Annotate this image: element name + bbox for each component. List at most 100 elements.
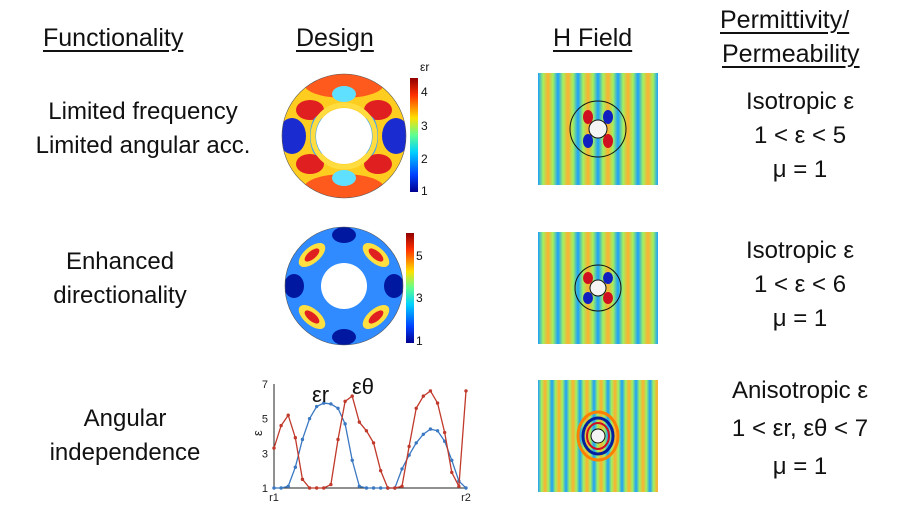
chart-point <box>329 482 333 487</box>
row3-permeability: μ = 1 <box>772 453 828 480</box>
row2-colorbar-tick: 1 <box>416 334 423 348</box>
header-permittivity-line1: Permittivity/ <box>720 6 850 34</box>
row2-functionality-line1: Enhanced <box>65 248 175 275</box>
chart-point <box>442 430 447 435</box>
row3-permittivity: Anisotropic ε 1 < εr, εθ < 7 μ = 1 <box>700 372 900 486</box>
row1-design-ring <box>280 70 450 200</box>
chart-point <box>464 389 468 393</box>
chart-point <box>272 446 276 450</box>
chart-annotation-eps-theta: εθ <box>352 374 374 399</box>
chart-y-axis-label: ε <box>250 430 265 436</box>
row3-permittivity-type: Anisotropic ε <box>731 377 869 404</box>
row2-colorbar-tick: 3 <box>416 291 423 305</box>
header-h-field: H Field <box>553 24 633 52</box>
row1-colorbar-tick: 3 <box>421 119 428 133</box>
chart-y-tick-label: 5 <box>262 414 268 426</box>
chart-x-tick-label: r1 <box>269 492 279 504</box>
row3-permittivity-range: 1 < εr, εθ < 7 <box>731 415 869 442</box>
row2-colorbar-tick: 5 <box>416 249 423 263</box>
chart-point <box>428 427 433 431</box>
chart-point <box>378 468 383 473</box>
chart-point <box>428 389 433 393</box>
chart-point <box>350 394 354 398</box>
row1-permeability: μ = 1 <box>772 156 828 183</box>
row2-functionality: Enhanced directionality <box>5 245 235 313</box>
row2-design-ring <box>280 225 450 350</box>
chart-point <box>314 404 319 409</box>
chart-point <box>322 401 326 405</box>
chart-point <box>457 484 461 488</box>
chart-y-tick-label: 1 <box>262 483 268 495</box>
header-permittivity-line2: Permeability <box>722 40 860 68</box>
chart-point <box>414 441 418 445</box>
chart-point <box>450 470 454 475</box>
chart-point <box>300 437 305 442</box>
chart-point <box>393 486 397 490</box>
chart-x-tick-label: r2 <box>461 492 471 504</box>
chart-series-line-1 <box>273 389 467 489</box>
chart-y-tick-label: 7 <box>262 379 268 391</box>
chart-point <box>279 486 283 490</box>
chart-point <box>357 420 362 424</box>
row1-colorbar-tick: 4 <box>421 85 428 99</box>
row1-h-field <box>538 73 658 185</box>
chart-point <box>435 429 440 433</box>
chart-point <box>400 484 404 488</box>
chart-point <box>336 406 340 410</box>
chart-point <box>329 402 333 406</box>
chart-point <box>293 436 298 440</box>
row2-permittivity: Isotropic ε 1 < ε < 6 μ = 1 <box>700 234 900 336</box>
row3-h-field <box>538 380 658 492</box>
chart-point <box>371 486 376 490</box>
row3-functionality-line2: independence <box>49 439 201 466</box>
row1-permittivity-type: Isotropic ε <box>745 88 855 115</box>
chart-point <box>386 486 390 490</box>
row1-functionality-line1: Limited frequency <box>48 98 238 125</box>
row3-functionality-line1: Angular <box>83 405 167 432</box>
header-functionality: Functionality <box>43 24 184 52</box>
chart-point <box>364 486 369 490</box>
row2-permeability: μ = 1 <box>772 305 828 332</box>
chart-point <box>421 394 426 398</box>
chart-point <box>314 486 319 490</box>
chart-point <box>336 437 340 442</box>
row1-permittivity: Isotropic ε 1 < ε < 5 μ = 1 <box>700 85 900 187</box>
chart-point <box>407 444 411 449</box>
chart-point <box>286 484 290 488</box>
row1-colorbar-label: εr <box>420 60 430 74</box>
chart-point <box>350 458 354 462</box>
chart-series-line-0 <box>274 402 467 489</box>
row1-functionality-line2: Limited angular acc. <box>35 132 251 159</box>
chart-point <box>279 423 283 428</box>
chart-point <box>371 441 376 445</box>
chart-annotation-eps-r: εr <box>312 382 329 407</box>
row2-permittivity-range: 1 < ε < 6 <box>753 271 847 298</box>
row1-colorbar-tick: 2 <box>421 152 428 166</box>
chart-point <box>450 458 454 462</box>
row1-functionality: Limited frequency Limited angular acc. <box>28 95 258 163</box>
chart-point <box>364 429 369 433</box>
row3-functionality: Angular independence <box>10 402 240 470</box>
row3-epsilon-chart: 7 5 3 1 ε r1 r2 εr εθ <box>250 374 471 504</box>
chart-point <box>400 467 404 471</box>
row1-colorbar-tick: 1 <box>421 184 428 198</box>
row2-h-field <box>538 232 658 344</box>
chart-point <box>421 432 426 436</box>
chart-point <box>343 399 347 404</box>
chart-point <box>307 486 312 490</box>
chart-point <box>464 486 468 490</box>
row1-permittivity-range: 1 < ε < 5 <box>753 122 847 149</box>
row2-functionality-line2: directionality <box>53 282 187 309</box>
chart-point <box>272 486 276 490</box>
chart-point <box>322 486 326 490</box>
chart-point <box>414 406 418 410</box>
chart-point <box>286 413 290 417</box>
chart-point <box>343 422 347 426</box>
row2-permittivity-type: Isotropic ε <box>745 237 855 264</box>
chart-point <box>293 465 298 469</box>
header-design: Design <box>296 24 374 52</box>
chart-point <box>357 484 362 488</box>
chart-point <box>300 477 305 482</box>
chart-point <box>435 401 440 405</box>
chart-y-tick-label: 3 <box>262 448 268 460</box>
